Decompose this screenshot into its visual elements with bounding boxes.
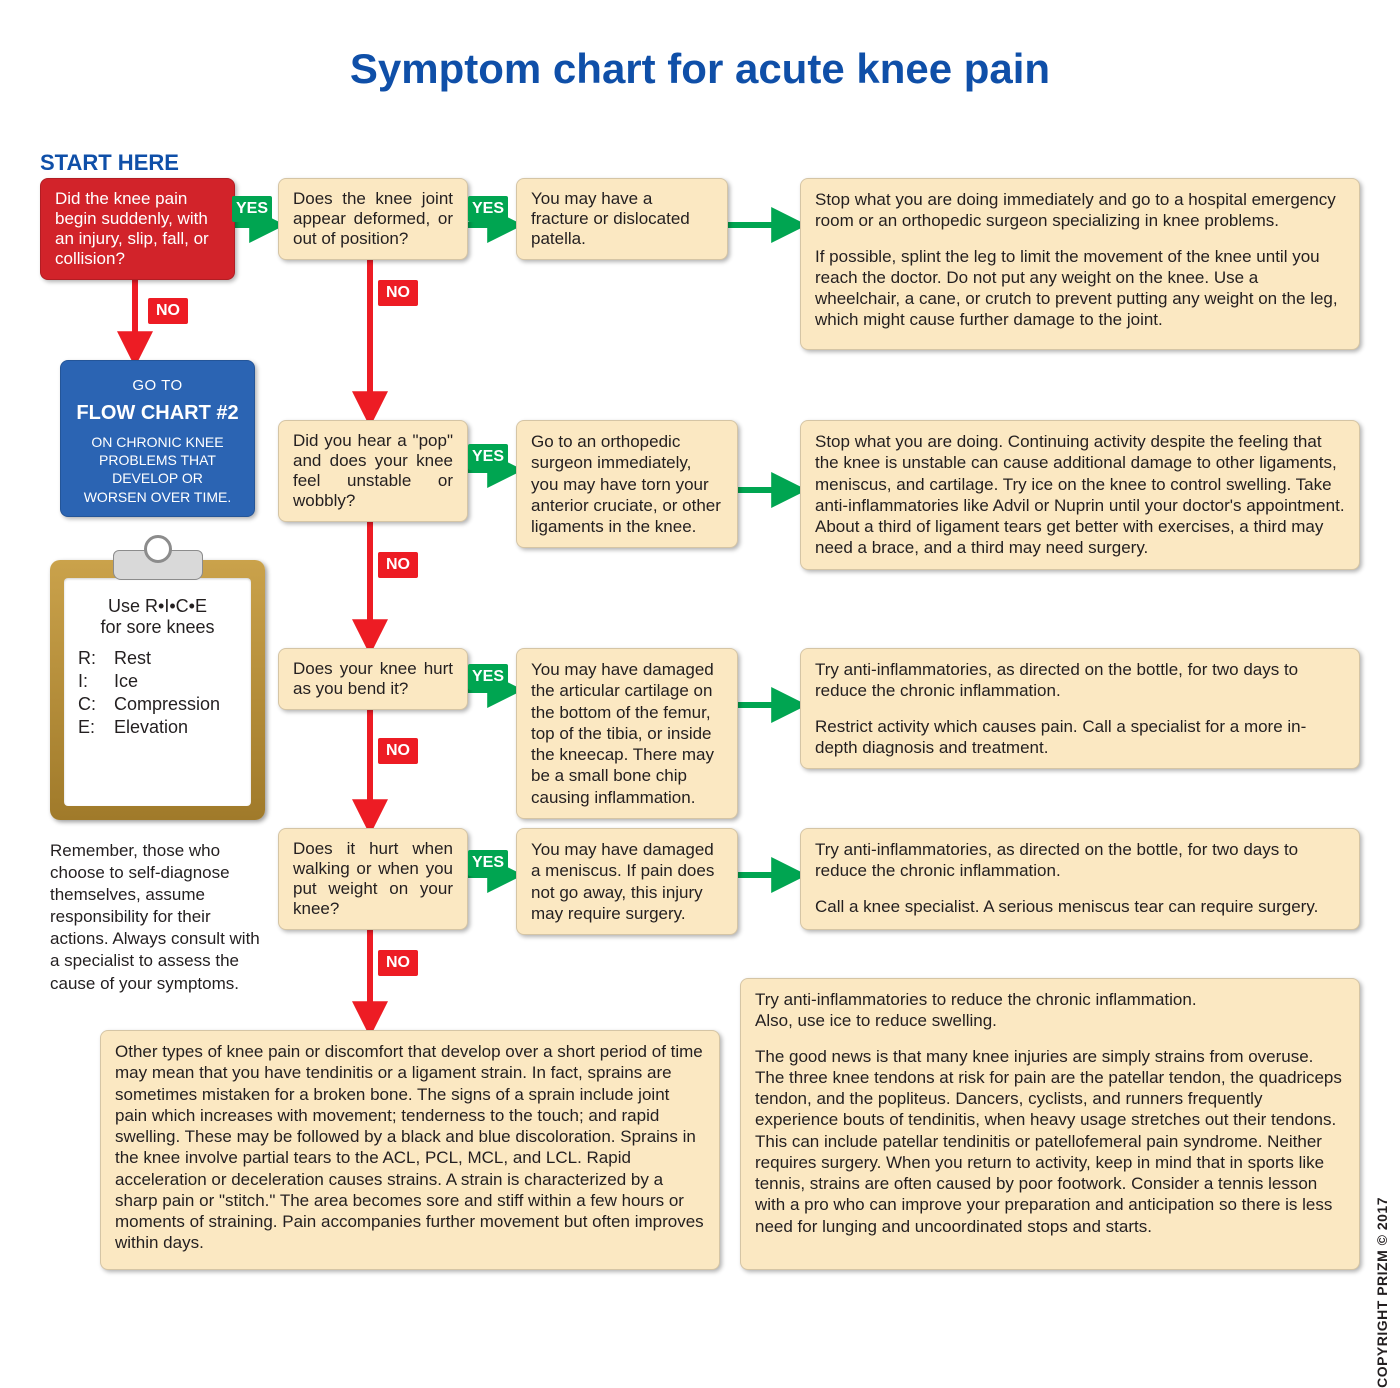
flow-node-d3: You may have damaged the articular carti… xyxy=(516,648,738,819)
flow-node-final_right: Try anti-inflammatories to reduce the ch… xyxy=(740,978,1360,1270)
rice-clipboard: Use R•I•C•E for sore knees R:RestI:IceC:… xyxy=(50,560,265,820)
yes-label: YES xyxy=(468,444,508,470)
start-here-label: START HERE xyxy=(40,150,179,176)
yes-label: YES xyxy=(468,196,508,222)
rice-title-2: for sore knees xyxy=(78,617,237,638)
copyright-text: COPYRIGHT PRIZM © 2017 xyxy=(1374,1197,1390,1388)
no-label: NO xyxy=(378,738,418,764)
flow-node-a2: Stop what you are doing. Continuing acti… xyxy=(800,420,1360,570)
rice-item: C:Compression xyxy=(78,694,237,715)
rice-item: E:Elevation xyxy=(78,717,237,738)
yes-label: YES xyxy=(468,850,508,876)
yes-label: YES xyxy=(232,196,272,222)
flow-node-d4: You may have damaged a meniscus. If pain… xyxy=(516,828,738,935)
rice-title-1: Use R•I•C•E xyxy=(78,596,237,617)
flow-node-q0: Did the knee pain begin suddenly, with a… xyxy=(40,178,235,280)
flow-node-blue_goto: GO TOFLOW CHART #2ON CHRONIC KNEE PROBLE… xyxy=(60,360,255,517)
no-label: NO xyxy=(378,950,418,976)
rice-item: R:Rest xyxy=(78,648,237,669)
flow-node-a4: Try anti-inflammatories, as directed on … xyxy=(800,828,1360,930)
yes-label: YES xyxy=(468,664,508,690)
rice-item: I:Ice xyxy=(78,671,237,692)
flow-node-q3: Does your knee hurt as you bend it? xyxy=(278,648,468,710)
flow-node-final_left: Other types of knee pain or discomfort t… xyxy=(100,1030,720,1270)
flow-node-d1: You may have a fracture or dislocated pa… xyxy=(516,178,728,260)
flow-node-d2: Go to an orthopedic surgeon immediately,… xyxy=(516,420,738,548)
clipboard-clip-icon xyxy=(113,550,203,580)
flow-node-a1: Stop what you are doing immediately and … xyxy=(800,178,1360,350)
no-label: NO xyxy=(378,552,418,578)
no-label: NO xyxy=(148,298,188,324)
no-label: NO xyxy=(378,280,418,306)
flow-node-q1: Does the knee joint appear deformed, or … xyxy=(278,178,468,260)
disclaimer-text: Remember, those who choose to self-diagn… xyxy=(50,840,265,995)
flow-node-a3: Try anti-inflammatories, as directed on … xyxy=(800,648,1360,769)
flow-node-q4: Does it hurt when walking or when you pu… xyxy=(278,828,468,930)
page-title: Symptom chart for acute knee pain xyxy=(0,45,1400,93)
flow-node-q2: Did you hear a "pop" and does your knee … xyxy=(278,420,468,522)
